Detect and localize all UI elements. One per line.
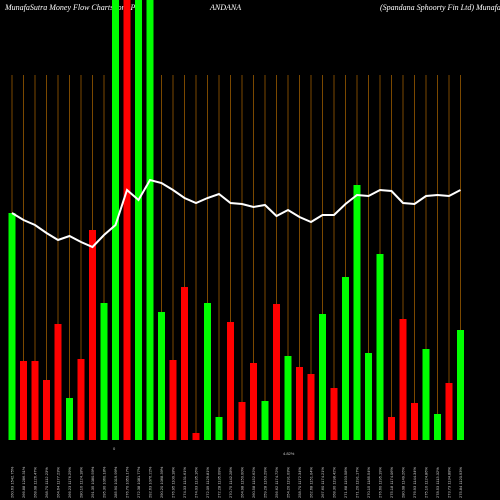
bar [353,185,361,440]
x-tick-label: 275.84 1120.93% [458,466,463,498]
bar [434,414,441,440]
annotation: 4.82% [283,451,295,456]
bar [250,363,257,440]
x-tick-label: 272.38 1081.77% [136,466,141,498]
bar [411,403,418,440]
bar [342,277,349,440]
x-tick-label: 270.75 1142.28% [228,466,233,498]
bar [204,303,211,440]
bar [100,303,108,440]
bar [169,360,177,440]
x-tick-label: 266.88 1286.31% [21,466,26,498]
bar [181,287,188,440]
x-tick-label: 276.95 1100.18% [171,466,176,498]
bar [135,0,142,440]
x-tick-label: 274.33 1131.61% [182,466,187,498]
x-tick-label: 276.93 1144.34% [412,466,417,498]
x-tick-label: 295.30 1060.18% [102,466,107,498]
bar [146,0,154,440]
x-tick-label: 260.58 1152.62% [251,466,256,498]
x-tick-label: 266.23 1176.29% [67,466,72,498]
bar [112,0,119,440]
bar [158,312,165,440]
bar [273,304,280,440]
x-tick-label: 258.70 1172.34% [297,466,302,498]
x-tick-label: 274.03 1135.16% [194,466,199,498]
annotation: 0 [113,446,116,451]
bar [376,254,384,440]
bar [77,359,85,440]
x-tick-label: 273.73 1134.88% [447,466,452,498]
x-tick-label: 259.28 1163.29% [263,466,268,498]
x-tick-label: 271.68 1193.58% [343,466,348,498]
bar [227,322,234,440]
x-tick-label: 270.15 1185.54% [366,466,371,498]
bar [284,356,292,440]
x-tick-label: 280.08 1149.26% [401,466,406,498]
x-tick-label: 271.20 1191.17% [355,466,360,498]
x-tick-label: 256.62 1174.72% [274,466,279,498]
x-tick-label: 254.20 1191.03% [286,466,291,498]
bar [457,330,464,440]
x-tick-label: 268.08 1126.47% [33,466,38,498]
x-tick-label: 264.64 1177.23% [56,466,61,498]
x-tick-label: 272.28 1135.09% [217,466,222,498]
x-tick-label: 278.53 1113.32% [435,467,440,498]
bar [261,401,269,440]
bar [43,380,50,440]
bar [388,417,395,440]
x-tick-label: 290.20 1068.39% [159,466,164,498]
x-tick-label: 268.30 1198.42% [332,466,337,498]
bar [445,383,453,440]
bar [31,361,39,440]
bar [123,0,131,440]
x-tick-label: 267.60 1174.21% [320,466,325,498]
bar [422,349,430,440]
bar [365,353,372,440]
x-tick-label: 264.98 1150.00% [240,466,245,498]
bar [238,402,246,440]
bar [399,319,407,440]
bar [296,367,303,440]
bar [8,213,16,440]
x-tick-label: 268.70 1112.23% [44,467,49,498]
bar [54,324,62,440]
x-tick-label: 262.68 1151.04% [309,466,314,498]
x-tick-label: 280.10 1124.18% [79,466,84,498]
x-tick-label: 285.90 1019.99% [113,466,118,498]
x-tick-label: 292.63 1076.22% [148,466,153,498]
bar [192,433,200,440]
x-tick-label: 272.09 1129.81% [205,466,210,498]
bar [215,417,223,440]
x-tick-label: 260.63 1542.75% [10,466,15,498]
line [11,178,461,249]
title-left: MunafaSutra Money Flow Charts for SP [4,3,136,12]
bar [89,230,96,440]
x-tick-label: 275.10 1124.86% [424,466,429,498]
x-tick-label: 276.70 1053.17% [125,466,130,498]
x-tick-label: 275.18 1174.06% [389,466,394,498]
bar [330,388,338,440]
bar [66,398,73,440]
bar [20,361,27,440]
x-tick-label: 291.35 1080.59% [90,466,95,498]
bar [319,314,326,440]
bar [307,374,315,440]
title-mid: ANDANA [209,3,241,12]
x-tick-label: 276.60 1195.19% [378,466,383,498]
title-right: (Spandana Sphoorty Fin Ltd) MunafaSutra.… [380,3,500,12]
